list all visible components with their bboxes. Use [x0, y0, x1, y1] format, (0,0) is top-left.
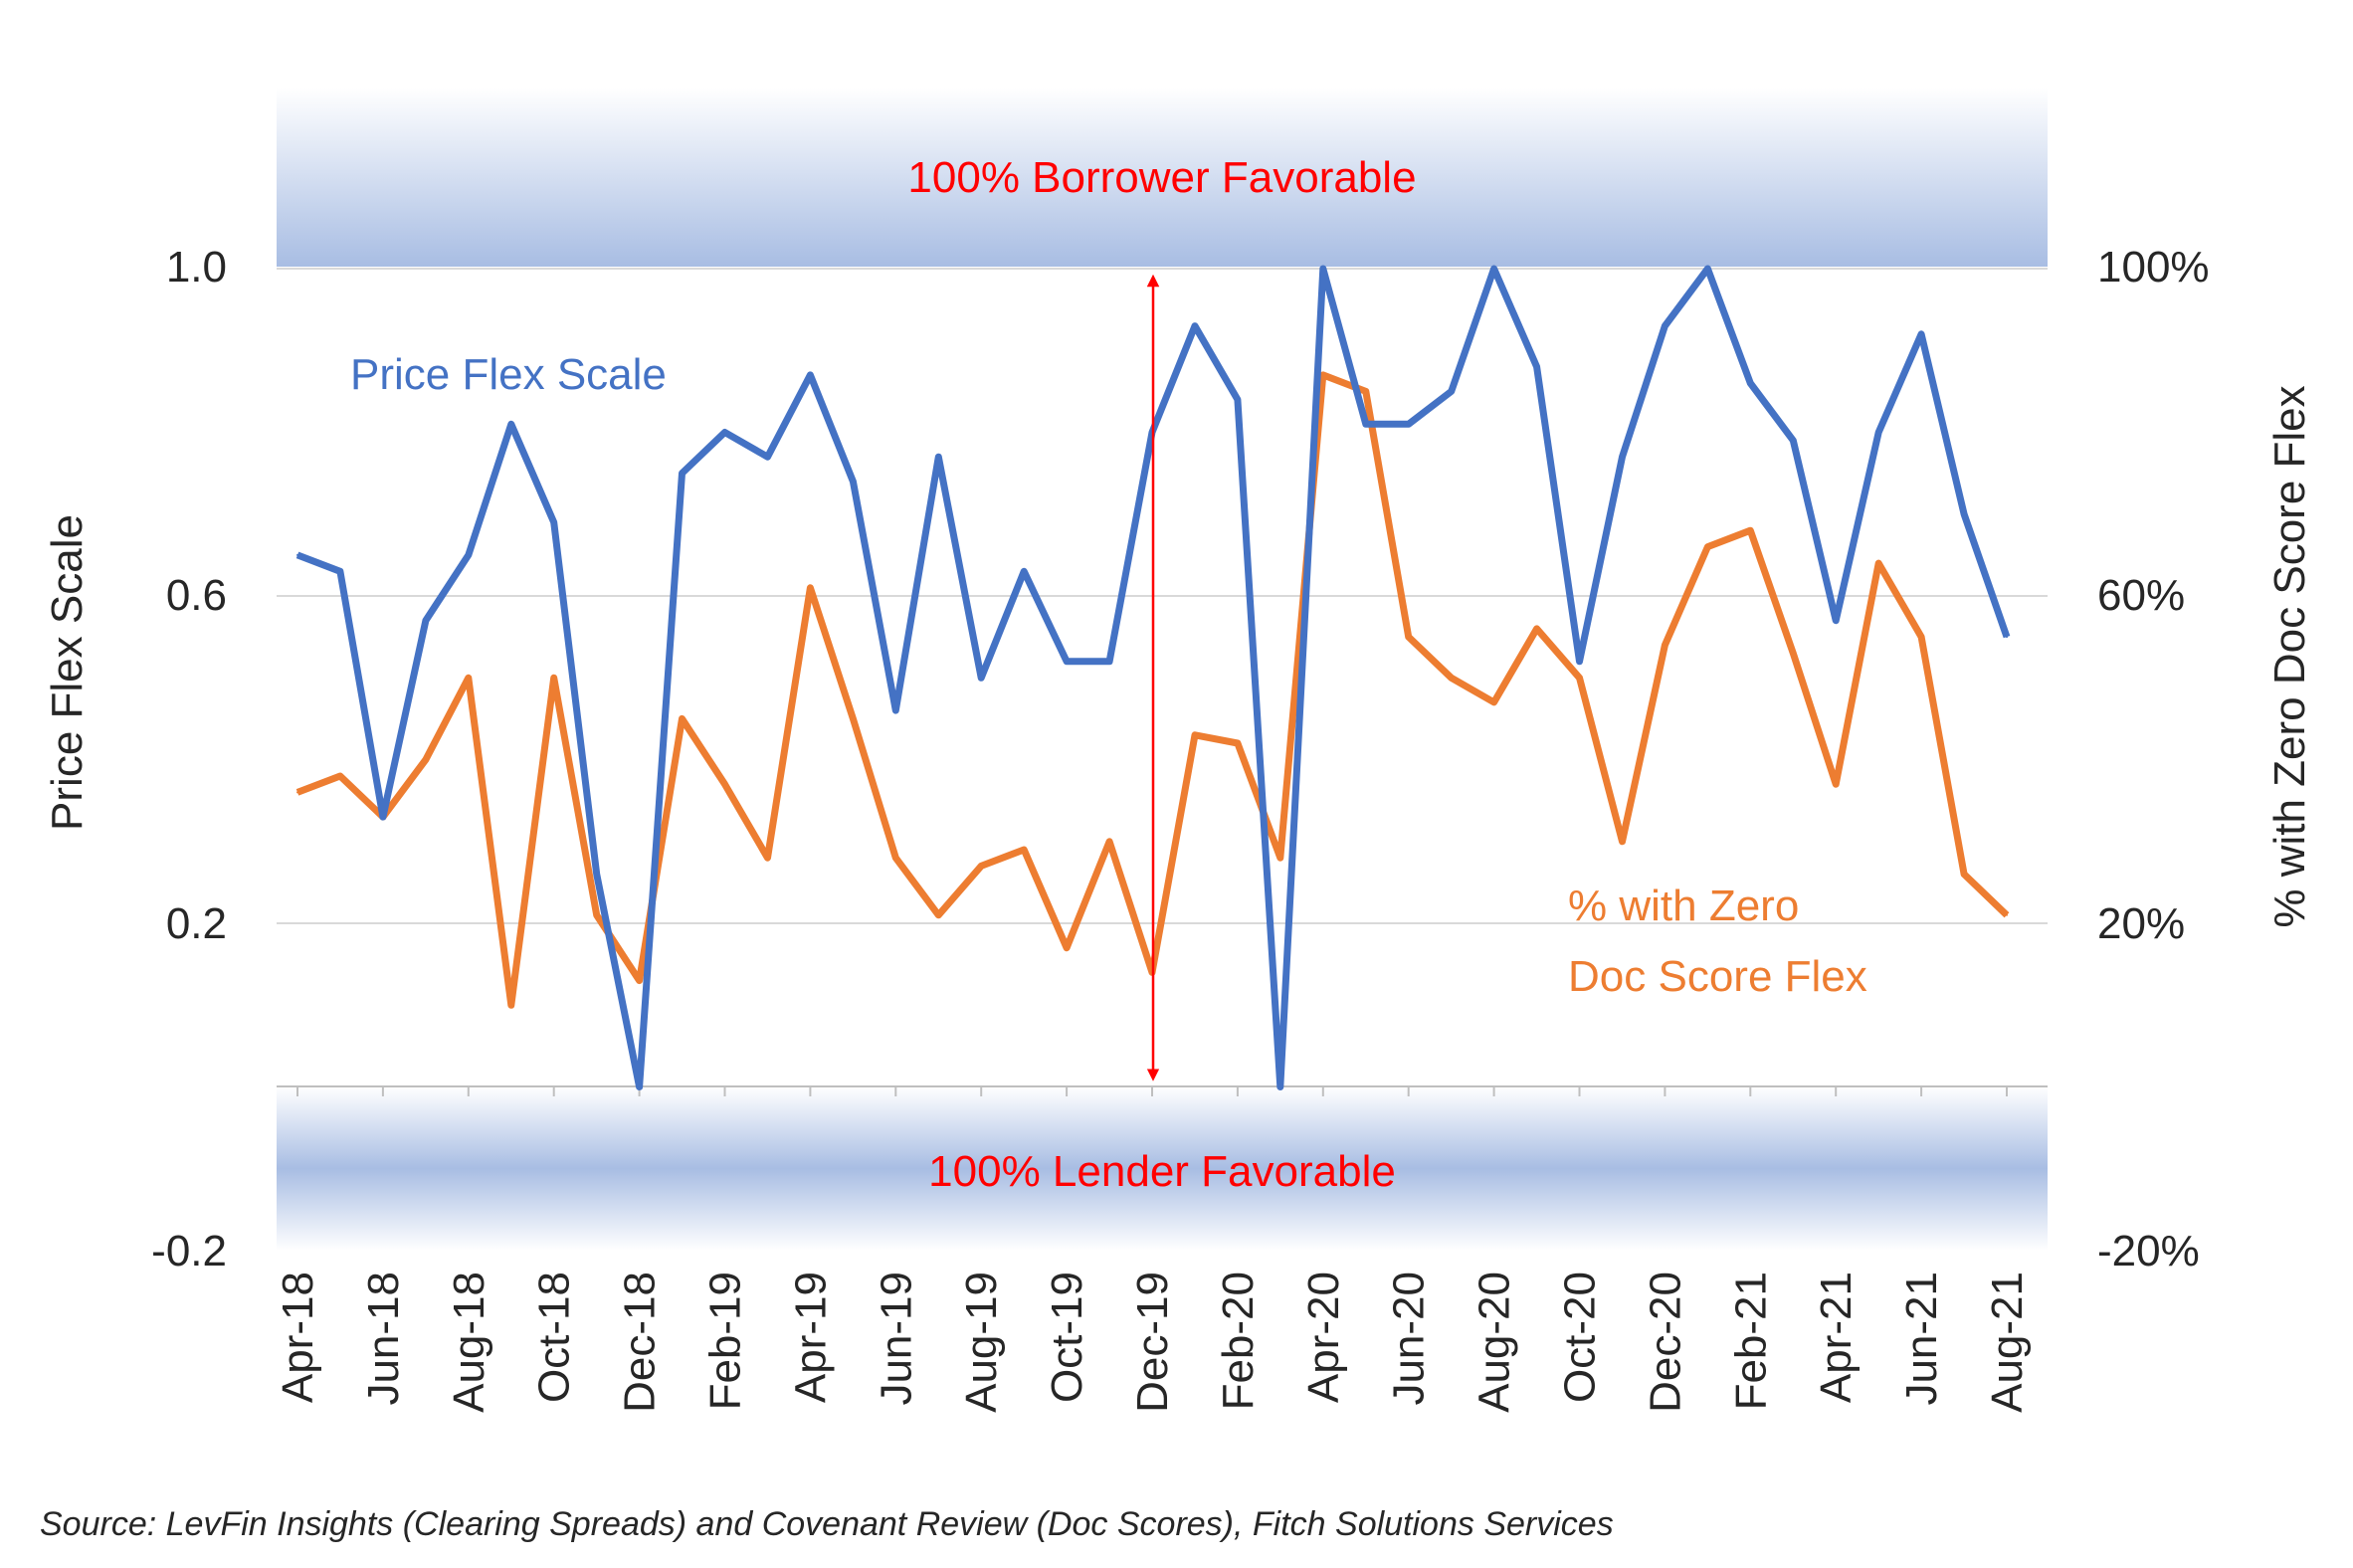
- zero-doc-flex-point: [1278, 857, 1281, 860]
- zero-doc-flex-point: [552, 677, 555, 680]
- right-axis-title: % with Zero Doc Score Flex: [2265, 385, 2314, 927]
- zero-doc-flex-point: [894, 857, 897, 860]
- x-tick-label: Apr-19: [786, 1272, 835, 1403]
- zero-doc-flex-point: [1578, 677, 1581, 680]
- right-tick-label: -20%: [2097, 1227, 2200, 1275]
- x-tick-label: Aug-19: [957, 1272, 1006, 1413]
- left-axis-title: Price Flex Scale: [43, 514, 92, 831]
- zero-doc-flex-point: [681, 717, 684, 720]
- right-axis: 100% 60% 20% -20%: [2097, 243, 2210, 1275]
- zero-doc-flex-point: [2006, 913, 2008, 916]
- zero-doc-flex-point: [1321, 373, 1324, 376]
- zero-doc-flex-point: [1621, 840, 1624, 843]
- lender-favorable-band: [277, 1086, 2048, 1251]
- zero-doc-flex-point: [1535, 627, 1538, 630]
- x-tick-label: Dec-19: [1128, 1272, 1177, 1413]
- zero-doc-flex-point: [1023, 848, 1026, 851]
- x-tick-label: Feb-19: [701, 1272, 750, 1410]
- zero-doc-flex-point: [980, 865, 983, 868]
- zero-doc-flex-point: [1749, 529, 1752, 532]
- left-axis: 1.0 0.6 0.2 -0.2: [151, 243, 227, 1275]
- zero-doc-flex-point: [723, 783, 726, 786]
- zero-doc-flex-point: [467, 677, 470, 680]
- x-tick-label: Jun-18: [359, 1272, 408, 1406]
- right-tick-label: 20%: [2097, 899, 2185, 948]
- x-tick-label: Aug-21: [1983, 1272, 2032, 1413]
- x-tick-label: Aug-20: [1471, 1272, 1519, 1413]
- x-tick-label: Oct-20: [1556, 1272, 1605, 1403]
- zero-doc-flex-point: [1407, 636, 1410, 639]
- borrower-favorable-band: [277, 88, 2048, 267]
- zero-doc-flex-point: [1236, 742, 1239, 745]
- zero-doc-flex-point: [766, 857, 769, 860]
- zero-doc-flex-point: [1066, 946, 1069, 949]
- right-tick-label: 60%: [2097, 571, 2185, 620]
- zero-doc-flex-point: [1108, 840, 1111, 843]
- price-flex-series-label: Price Flex Scale: [350, 350, 667, 399]
- zero-doc-flex-point: [1706, 545, 1709, 548]
- x-tick-label: Jun-20: [1385, 1272, 1434, 1406]
- zero-doc-flex-point: [1193, 733, 1196, 736]
- x-tick-label: Dec-20: [1641, 1272, 1689, 1413]
- zero-doc-flex-point: [1450, 677, 1453, 680]
- zero-doc-series-label-line2: Doc Score Flex: [1568, 952, 1867, 1001]
- zero-doc-flex-point: [1492, 700, 1495, 703]
- left-tick-label: 0.6: [166, 571, 227, 620]
- x-axis-labels: Apr-18 Jun-18 Aug-18 Oct-18 Dec-18 Feb-19 Apr-…: [274, 1272, 2032, 1413]
- zero-doc-flex-point: [296, 791, 298, 794]
- x-tick-label: Jun-19: [872, 1272, 920, 1406]
- zero-doc-flex-point: [424, 758, 427, 761]
- zero-doc-series-label-line1: % with Zero: [1568, 882, 1799, 930]
- x-tick-label: Oct-19: [1043, 1272, 1091, 1403]
- zero-doc-flex-point: [809, 586, 812, 589]
- left-tick-label: -0.2: [151, 1227, 227, 1275]
- x-axis-ticks: [296, 1086, 2008, 1096]
- x-tick-label: Apr-18: [274, 1272, 322, 1403]
- x-tick-label: Apr-20: [1299, 1272, 1348, 1403]
- zero-doc-flex-point: [1963, 873, 1966, 876]
- zero-doc-flex-point: [937, 913, 940, 916]
- x-tick-label: Oct-18: [530, 1272, 579, 1403]
- left-tick-label: 1.0: [166, 243, 227, 292]
- right-tick-label: 100%: [2097, 243, 2210, 292]
- zero-doc-flex-point: [1920, 636, 1923, 639]
- zero-doc-flex-point: [595, 913, 598, 916]
- zero-doc-flex-point: [1664, 644, 1667, 647]
- x-tick-label: Dec-18: [616, 1272, 665, 1413]
- zero-doc-flex-point: [1364, 390, 1367, 393]
- zero-doc-flex-point: [1877, 562, 1880, 565]
- borrower-favorable-label: 100% Borrower Favorable: [907, 153, 1416, 202]
- x-tick-label: Jun-21: [1897, 1272, 1946, 1406]
- x-tick-label: Apr-21: [1812, 1272, 1861, 1403]
- x-tick-label: Aug-18: [445, 1272, 493, 1413]
- zero-doc-flex-point: [338, 774, 341, 777]
- zero-doc-flex-point: [852, 717, 855, 720]
- zero-doc-flex-point: [1835, 783, 1838, 786]
- zero-doc-flex-point: [638, 979, 641, 982]
- lender-favorable-label: 100% Lender Favorable: [928, 1147, 1396, 1196]
- x-tick-label: Feb-21: [1726, 1272, 1775, 1410]
- zero-doc-flex-point: [509, 1004, 512, 1007]
- source-note: Source: LevFin Insights (Clearing Spread…: [40, 1505, 1614, 1543]
- zero-doc-flex-point: [1792, 652, 1795, 655]
- left-tick-label: 0.2: [166, 899, 227, 948]
- x-tick-label: Feb-20: [1214, 1272, 1263, 1410]
